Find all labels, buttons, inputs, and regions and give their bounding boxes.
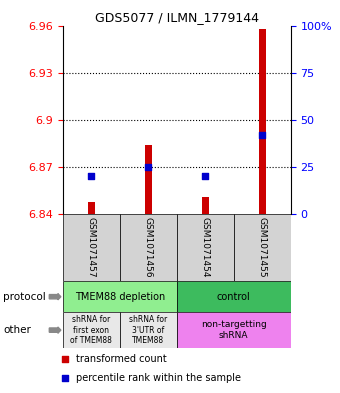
Bar — [202, 197, 209, 214]
Point — [146, 164, 151, 170]
Bar — [145, 145, 152, 214]
Bar — [120, 312, 177, 348]
Text: other: other — [3, 325, 31, 335]
Point — [62, 375, 67, 382]
Bar — [63, 214, 120, 281]
Text: GSM1071455: GSM1071455 — [258, 217, 267, 278]
Bar — [259, 29, 266, 214]
Text: GSM1071454: GSM1071454 — [201, 217, 210, 278]
Text: GSM1071456: GSM1071456 — [144, 217, 153, 278]
Bar — [88, 202, 95, 214]
Title: GDS5077 / ILMN_1779144: GDS5077 / ILMN_1779144 — [95, 11, 259, 24]
Text: transformed count: transformed count — [76, 354, 167, 364]
Text: percentile rank within the sample: percentile rank within the sample — [76, 373, 241, 384]
Point — [62, 356, 67, 362]
Text: non-targetting
shRNA: non-targetting shRNA — [201, 320, 267, 340]
Bar — [177, 312, 291, 348]
Text: protocol: protocol — [3, 292, 46, 302]
Bar — [177, 214, 234, 281]
Text: shRNA for
first exon
of TMEM88: shRNA for first exon of TMEM88 — [70, 315, 112, 345]
Bar — [63, 312, 120, 348]
Bar — [177, 281, 291, 312]
Text: control: control — [217, 292, 251, 302]
Bar — [63, 281, 177, 312]
Text: TMEM88 depletion: TMEM88 depletion — [75, 292, 165, 302]
Point — [203, 173, 208, 180]
Text: shRNA for
3'UTR of
TMEM88: shRNA for 3'UTR of TMEM88 — [129, 315, 167, 345]
Bar — [234, 214, 291, 281]
Bar — [120, 214, 177, 281]
Point — [259, 132, 265, 138]
Point — [89, 173, 94, 180]
Text: GSM1071457: GSM1071457 — [87, 217, 96, 278]
